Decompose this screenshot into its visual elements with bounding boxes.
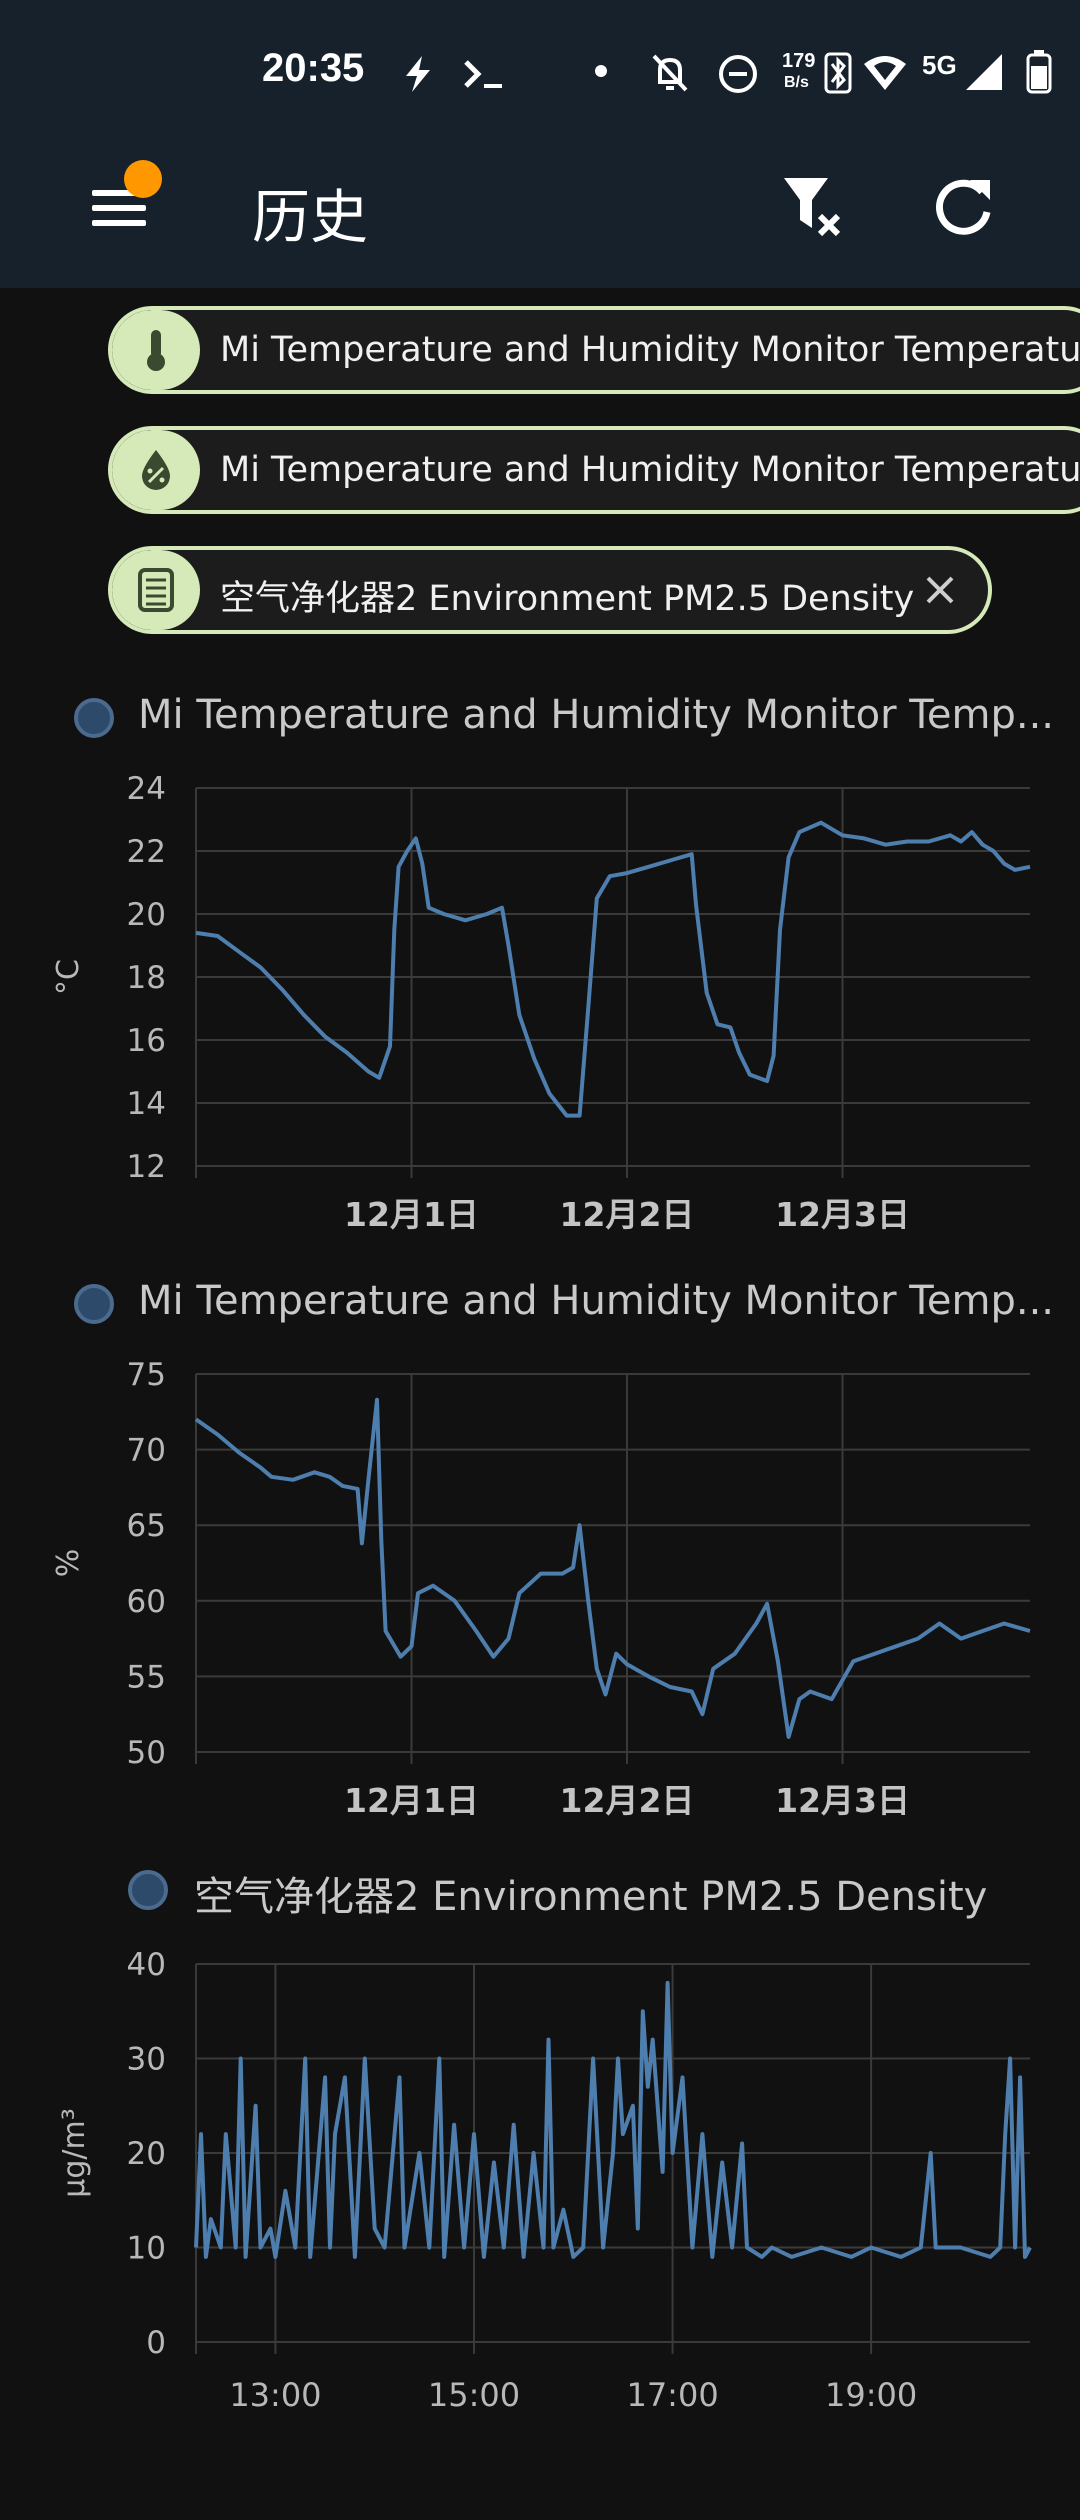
chart-title: Mi Temperature and Humidity Monitor Temp…: [138, 1278, 1054, 1324]
x-tick-label: 12月1日: [344, 1195, 479, 1234]
dnd-icon: [719, 55, 757, 93]
humidity-chart[interactable]: 75 70 65 60 55 50 12月1日 12月2日 12月3日%: [0, 1346, 1080, 1836]
y-tick-label: 50: [127, 1735, 166, 1771]
y-axis-label: °C: [51, 959, 86, 995]
y-tick-label: 22: [127, 834, 166, 870]
entity-chip-temperature[interactable]: Mi Temperature and Humidity Monitor Temp…: [108, 306, 1080, 394]
air-purifier-icon: [138, 568, 174, 612]
x-tick-label: 12月1日: [344, 1781, 479, 1820]
chart-title: 空气净化器2 Environment PM2.5 Density: [194, 1874, 988, 1920]
bell-off-icon: [652, 54, 688, 92]
network-type: 5G: [922, 50, 957, 80]
x-tick-label: 12月3日: [775, 1195, 910, 1234]
status-time: 20:35: [262, 46, 365, 90]
y-tick-label: 55: [127, 1659, 166, 1695]
chip-label: 空气净化器2 Environment PM2.5 Density: [220, 579, 915, 619]
y-tick-label: 70: [127, 1433, 166, 1469]
chip-label: Mi Temperature and Humidity Monitor Temp…: [220, 330, 1080, 370]
y-axis-label: %: [51, 1549, 86, 1578]
x-tick-label: 17:00: [626, 2376, 718, 2414]
y-tick-label: 18: [127, 960, 166, 996]
x-tick-label: 19:00: [825, 2376, 917, 2414]
y-tick-label: 24: [127, 771, 166, 807]
net-speed-unit: B/s: [784, 74, 809, 91]
series-line[interactable]: [195, 820, 1031, 1118]
series-line[interactable]: [194, 1980, 1032, 2259]
menu-icon[interactable]: [82, 168, 162, 248]
chip-label: Mi Temperature and Humidity Monitor Temp…: [220, 450, 1080, 490]
y-axis-label: μg/m³: [57, 2108, 92, 2198]
net-speed-value: 179: [782, 50, 816, 72]
x-tick-label: 12月3日: [775, 1781, 910, 1820]
temperature-chart[interactable]: 24 22 20 18 16 14 12 12月1日 12月2日 12月3日 °C: [0, 760, 1080, 1250]
dot-icon: [595, 65, 607, 77]
bluetooth-icon: [824, 52, 852, 94]
y-tick-label: 40: [127, 1947, 166, 1983]
y-tick-label: 20: [127, 2136, 166, 2172]
page-title: 历史: [252, 183, 369, 251]
x-tick-label: 13:00: [229, 2376, 321, 2414]
entity-chip-pm25[interactable]: 空气净化器2 Environment PM2.5 Density: [108, 546, 992, 634]
close-icon[interactable]: [918, 568, 962, 612]
wifi-icon: [864, 56, 906, 90]
legend-marker[interactable]: [128, 1870, 168, 1910]
flash-icon: [406, 56, 430, 92]
water-percent-icon: [142, 450, 170, 490]
chart-title: Mi Temperature and Humidity Monitor Temp…: [138, 692, 1054, 738]
series-line[interactable]: [194, 1397, 1031, 1739]
thermometer-icon: [147, 330, 165, 371]
y-tick-label: 20: [127, 897, 166, 933]
signal-icon: [966, 54, 1002, 90]
y-tick-label: 14: [127, 1086, 166, 1122]
legend-marker[interactable]: [74, 1284, 114, 1324]
x-tick-label: 12月2日: [560, 1781, 695, 1820]
filter-clear-icon[interactable]: [776, 170, 850, 244]
y-tick-label: 60: [127, 1584, 166, 1620]
notification-badge: [124, 160, 162, 198]
terminal-icon: [464, 60, 502, 88]
y-tick-label: 65: [127, 1508, 166, 1544]
battery-icon: [1026, 50, 1052, 94]
refresh-icon[interactable]: [926, 170, 1000, 244]
x-tick-label: 15:00: [428, 2376, 520, 2414]
x-tick-label: 12月2日: [560, 1195, 695, 1234]
y-tick-label: 75: [127, 1357, 166, 1393]
status-bar: 20:35 179 B/s 5G: [0, 0, 1080, 150]
legend-marker[interactable]: [74, 698, 114, 738]
chip-icon-background: [112, 550, 200, 630]
y-tick-label: 10: [127, 2231, 166, 2267]
y-tick-label: 16: [127, 1023, 166, 1059]
entity-chip-humidity[interactable]: Mi Temperature and Humidity Monitor Temp…: [108, 426, 1080, 514]
y-tick-label: 12: [127, 1149, 166, 1185]
y-tick-label: 0: [146, 2325, 166, 2361]
pm25-chart[interactable]: 40 30 20 10 0 13:00 15:00 17:00 19:00 μg/m³: [0, 1932, 1080, 2422]
y-tick-label: 30: [127, 2042, 166, 2078]
app-bar: [0, 130, 1080, 288]
